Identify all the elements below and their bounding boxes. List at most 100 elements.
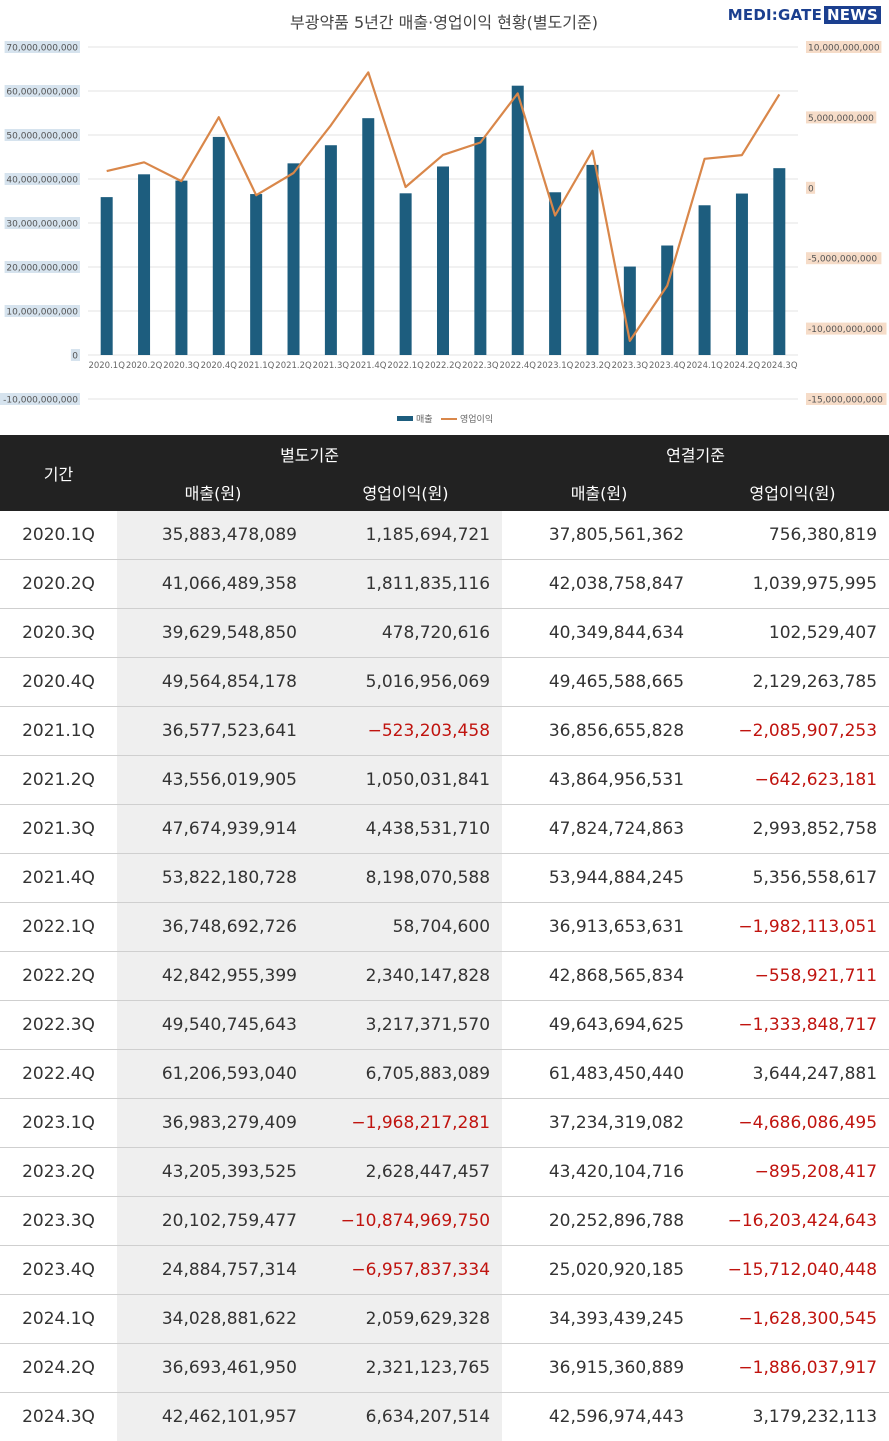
consolidated-profit-cell: −1,628,300,545 xyxy=(696,1294,889,1344)
separate-revenue-cell: 36,748,692,726 xyxy=(117,902,309,952)
left-tick-label-bg xyxy=(4,261,81,273)
chart-svg: 부광약품 5년간 매출·영업이익 현황(별도기준) -10,000,000,000… xyxy=(0,13,887,425)
period-cell: 2023.3Q xyxy=(0,1196,117,1246)
left-tick-label: 70,000,000,000 xyxy=(6,44,78,54)
period-cell: 2020.2Q xyxy=(0,559,117,609)
consolidated-revenue-cell: 47,824,724,863 xyxy=(502,804,697,854)
consolidated-profit-cell: 1,039,975,995 xyxy=(696,559,889,609)
period-cell: 2023.1Q xyxy=(0,1098,117,1148)
category-label: 2022.1Q xyxy=(387,361,424,371)
consolidated-revenue-cell: 42,596,974,443 xyxy=(548,1407,685,1427)
period-cell: 2020.3Q xyxy=(0,608,117,658)
left-tick-label: 50,000,000,000 xyxy=(6,132,78,142)
consolidated-profit-cell: −642,623,181 xyxy=(696,755,889,805)
table-body: 2020.1Q 35,883,478,089 1,185,694,721 37,805… xyxy=(0,511,889,1441)
separate-profit-cell: 1,811,835,116 xyxy=(309,559,503,609)
consolidated-profit-cell: 756,380,819 xyxy=(696,511,889,560)
separate-revenue-cell: 34,028,881,622 xyxy=(117,1294,309,1344)
consolidated-profit-cell: 2,993,852,758 xyxy=(696,804,889,854)
bar-revenue xyxy=(773,168,786,355)
left-tick-label-bg xyxy=(4,41,81,53)
category-label: 2023.2Q xyxy=(574,361,611,371)
bar-revenue xyxy=(437,166,449,355)
bar-revenue xyxy=(474,137,487,355)
separate-profit-cell: 2,340,147,828 xyxy=(309,951,503,1001)
separate-profit-cell: 1,185,694,721 xyxy=(309,511,503,560)
consolidated-revenue-cell: 25,020,920,185 xyxy=(502,1245,697,1295)
medigate-news-logo: MEDI:GATE NEWS xyxy=(728,6,881,24)
right-tick-label: 10,000,000,000 xyxy=(808,44,880,54)
separate-revenue-cell: 43,205,393,525 xyxy=(117,1147,309,1197)
category-label: 2020.2Q xyxy=(126,361,163,371)
left-tick-label-bg xyxy=(4,173,81,185)
consolidated-profit-cell: 3,644,247,881 xyxy=(696,1049,889,1099)
left-tick-label: 30,000,000,000 xyxy=(6,220,78,230)
category-label: 2024.2Q xyxy=(724,361,761,371)
right-tick-label-bg xyxy=(806,41,882,53)
separate-revenue-cell: 36,693,461,950 xyxy=(117,1343,309,1393)
separate-profit-cell: 1,050,031,841 xyxy=(309,755,503,805)
consolidated-revenue-cell: 36,913,653,631 xyxy=(502,902,697,952)
category-label: 2022.3Q xyxy=(462,361,499,371)
category-label: 2021.1Q xyxy=(238,361,275,371)
consolidated-profit-cell: −1,886,037,917 xyxy=(696,1343,889,1393)
right-tick-label: -5,000,000,000 xyxy=(808,255,877,265)
left-tick-label-bg xyxy=(0,393,80,405)
header-consolidated-basis: 연결기준 xyxy=(666,446,725,465)
table-row: 2020.3Q 39,629,548,850 478,720,616 40,349,8… xyxy=(0,608,889,658)
separate-profit-cell: 8,198,070,588 xyxy=(309,853,503,903)
period-cell: 2022.3Q xyxy=(0,1000,117,1050)
separate-revenue-cell: 42,462,101,957 xyxy=(117,1392,309,1441)
consolidated-profit-cell: −1,333,848,717 xyxy=(696,1000,889,1050)
legend-swatch-revenue xyxy=(397,416,413,421)
separate-profit-cell: 2,628,447,457 xyxy=(309,1147,503,1197)
right-tick-label: -10,000,000,000 xyxy=(808,325,883,335)
period-cell: 2021.1Q xyxy=(0,706,117,756)
category-label: 2022.4Q xyxy=(500,361,537,371)
left-tick-label-bg xyxy=(4,129,81,141)
table-row: 2022.3Q 49,540,745,643 3,217,371,570 49,643… xyxy=(0,1000,889,1050)
category-label: 2023.3Q xyxy=(612,361,649,371)
separate-profit-cell: 58,704,600 xyxy=(309,902,503,952)
separate-profit-cell: 4,438,531,710 xyxy=(309,804,503,854)
consolidated-revenue-cell: 49,643,694,625 xyxy=(502,1000,697,1050)
category-label: 2021.4Q xyxy=(350,361,387,371)
consolidated-profit-cell: −4,686,086,495 xyxy=(696,1098,889,1148)
bar-revenue xyxy=(586,164,599,355)
consolidated-revenue-cell: 42,038,758,847 xyxy=(502,559,697,609)
table-row: 2020.1Q 35,883,478,089 1,185,694,721 37,805… xyxy=(0,511,889,560)
bar-revenue xyxy=(735,193,748,355)
category-label: 2021.3Q xyxy=(313,361,350,371)
consolidated-profit-cell: −16,203,424,643 xyxy=(696,1196,889,1246)
header-consolidated-operating-profit: 영업이익(원) xyxy=(749,484,836,503)
bar-revenue xyxy=(287,163,300,355)
separate-revenue-cell: 61,206,593,040 xyxy=(117,1049,309,1099)
separate-profit-cell: −10,874,969,750 xyxy=(309,1196,503,1246)
left-tick-label-bg xyxy=(4,217,81,229)
legend-label-revenue: 매출 xyxy=(416,414,433,425)
separate-profit-cell: −1,968,217,281 xyxy=(309,1098,503,1148)
table-row: 2024.3Q 42,462,101,957 6,634,207,514 42,596… xyxy=(0,1392,889,1441)
bar-revenue xyxy=(175,180,188,355)
table-row: 2023.4Q 24,884,757,314 −6,957,837,334 25,02… xyxy=(0,1245,889,1295)
left-tick-label-bg xyxy=(4,85,81,97)
period-cell: 2024.2Q xyxy=(0,1343,117,1393)
separate-revenue-cell: 49,540,745,643 xyxy=(117,1000,309,1050)
left-tick-label: 0 xyxy=(72,352,78,362)
table-row: 2020.2Q 41,066,489,358 1,811,835,116 42,038… xyxy=(0,559,889,609)
separate-profit-cell: 3,217,371,570 xyxy=(309,1000,503,1050)
logo-text-medigate: MEDI:GATE xyxy=(727,6,823,24)
header-separate-revenue: 매출(원) xyxy=(184,484,242,503)
table-row: 2024.1Q 34,028,881,622 2,059,629,328 34,393… xyxy=(0,1294,889,1344)
consolidated-profit-cell: 102,529,407 xyxy=(696,608,889,658)
consolidated-revenue-cell: 37,805,561,362 xyxy=(502,511,697,560)
separate-revenue-cell: 35,883,478,089 xyxy=(117,511,309,560)
consolidated-profit-cell: −895,208,417 xyxy=(696,1147,889,1197)
consolidated-profit-cell: 2,129,263,785 xyxy=(696,657,889,707)
period-cell: 2020.4Q xyxy=(0,657,117,707)
separate-profit-cell: 6,705,883,089 xyxy=(309,1049,503,1099)
consolidated-revenue-cell: 20,252,896,788 xyxy=(502,1196,697,1246)
bar-revenue xyxy=(549,192,562,355)
period-cell: 2021.2Q xyxy=(0,755,117,805)
bar-revenue xyxy=(698,205,711,355)
